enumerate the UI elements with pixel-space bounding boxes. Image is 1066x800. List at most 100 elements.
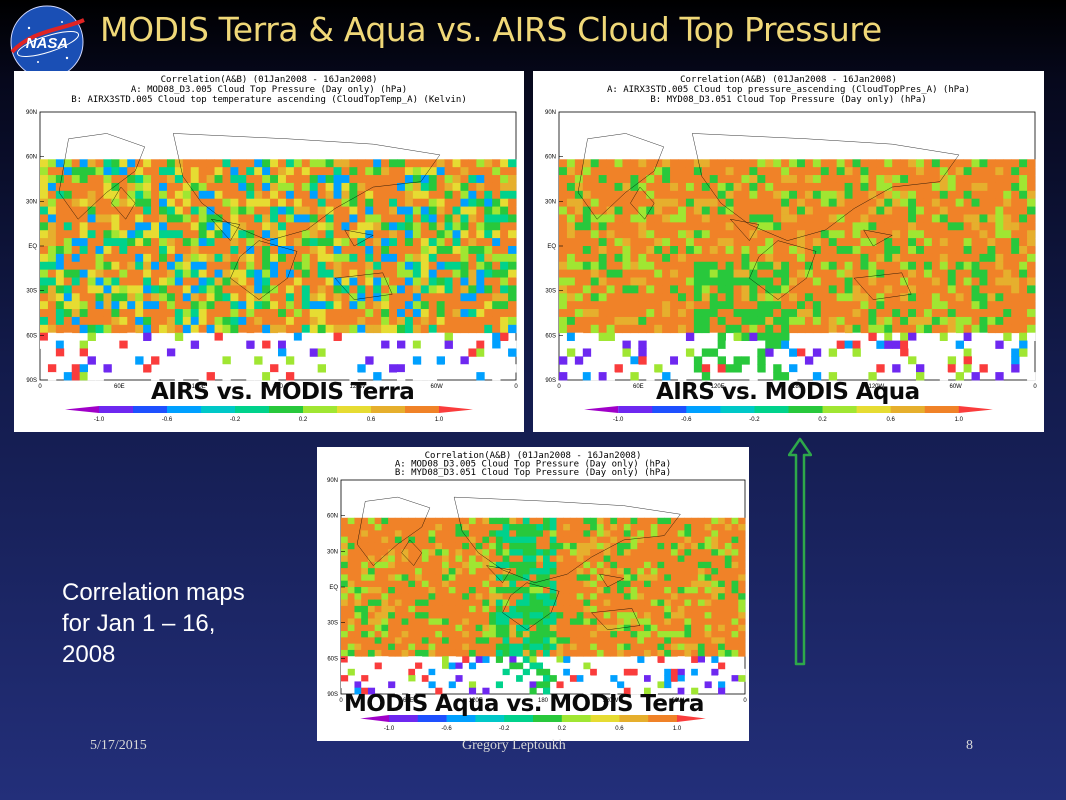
lat-label: 60S [545, 333, 556, 339]
colorbar-swatch [439, 406, 473, 413]
colorbar-label: 1.0 [955, 417, 964, 423]
colorbar-swatch [405, 406, 440, 413]
lon-label: 0 [557, 384, 561, 390]
correlation-note: Correlation maps for Jan 1 – 16, 2008 [62, 579, 245, 668]
nasa-logo-text: NASA [26, 35, 69, 52]
map-coastlines [578, 133, 959, 299]
lon-label: 120E [711, 384, 725, 390]
colorbar-swatch [924, 406, 960, 413]
lat-label: 90N [26, 110, 37, 116]
colorbar-swatch [533, 715, 563, 722]
colorbar-label: 0.2 [558, 726, 567, 732]
lon-label: 60E [114, 384, 125, 390]
colorbar-label: -0.6 [441, 726, 452, 732]
colorbar-swatch [754, 406, 789, 413]
lon-label: 60E [403, 698, 414, 704]
colorbar-label: 1.0 [435, 417, 444, 423]
lat-label: 60S [327, 656, 338, 662]
lon-label: 120E [192, 384, 206, 390]
colorbar-swatch [167, 406, 202, 413]
colorbar-swatch [65, 406, 99, 413]
map-panel-airs-vs-terra: Correlation(A&B) (01Jan2008 - 16Jan2008)… [14, 71, 524, 432]
map-title-line: B: MYD08_D3.051 Cloud Top Pressure (Day … [650, 95, 926, 105]
lat-label: 90N [545, 110, 556, 116]
colorbar-swatch [648, 715, 678, 722]
lat-label: 90S [545, 378, 556, 384]
colorbar-label: -0.6 [681, 417, 692, 423]
lon-label: 60W [430, 384, 443, 390]
colorbar-swatch [686, 406, 721, 413]
map-title-line: Correlation(A&B) (01Jan2008 - 16Jan2008) [425, 451, 642, 461]
footer-date: 5/17/2015 [90, 738, 147, 753]
lon-label: 0 [514, 384, 518, 390]
colorbar-swatch [958, 406, 993, 413]
colorbar-swatch [890, 406, 926, 413]
colorbar-label: -0.2 [749, 417, 760, 423]
lat-label: EQ [329, 585, 338, 591]
colorbar-label: -1.0 [613, 417, 624, 423]
colorbar-label: 0.2 [299, 417, 308, 423]
lon-label: 0 [743, 698, 747, 704]
footer-author: Gregory Leptoukh [462, 738, 566, 753]
colorbar-swatch [677, 715, 706, 722]
colorbar-swatch [133, 406, 168, 413]
map-coastlines [357, 497, 680, 630]
colorbar-swatch [584, 406, 619, 413]
colorbar-swatch [417, 715, 447, 722]
caption-airs-vs-terra: AIRS vs. MODIS Terra [151, 379, 415, 405]
lat-label: 30N [26, 199, 37, 205]
lon-label: 0 [38, 384, 42, 390]
slide-title: MODIS Terra & Aqua vs. AIRS Cloud Top Pr… [100, 10, 882, 49]
colorbar-label: 0.2 [818, 417, 827, 423]
colorbar-swatch [446, 715, 476, 722]
lat-label: 60N [26, 155, 37, 161]
lat-label: 30N [327, 549, 338, 555]
lat-label: 30S [26, 289, 37, 295]
lat-label: 90S [26, 378, 37, 384]
lat-label: 30S [545, 289, 556, 295]
colorbar-swatch [856, 406, 891, 413]
lat-label: 90S [327, 692, 338, 698]
map-title-line: Correlation(A&B) (01Jan2008 - 16Jan2008) [161, 75, 378, 85]
colorbar-label: -0.2 [499, 726, 510, 732]
colorbar-swatch [337, 406, 372, 413]
lon-label: 0 [339, 698, 343, 704]
caption-airs-vs-aqua: AIRS vs. MODIS Aqua [656, 379, 920, 405]
colorbar-label: 1.0 [673, 726, 682, 732]
colorbar-swatch [360, 715, 389, 722]
map-title-line: A: MOD08_D3.005 Cloud Top Pressure (Day … [395, 460, 671, 470]
colorbar-swatch [652, 406, 687, 413]
colorbar-label: -1.0 [384, 726, 395, 732]
lon-label: 60E [633, 384, 644, 390]
colorbar-swatch [788, 406, 823, 413]
lon-label: 180 [538, 698, 549, 704]
lon-label: 120W [602, 698, 618, 704]
map-figure: Correlation(A&B) (01Jan2008 - 16Jan2008)… [327, 451, 747, 732]
colorbar-label: 0.6 [367, 417, 376, 423]
colorbar-swatch [99, 406, 134, 413]
map-title-line: A: AIRX3STD.005 Cloud top pressure_ascen… [607, 85, 970, 95]
colorbar-swatch [235, 406, 270, 413]
lon-label: 120E [469, 698, 483, 704]
lon-label: 180 [273, 384, 284, 390]
map-panel-airs-vs-aqua: Correlation(A&B) (01Jan2008 - 16Jan2008)… [533, 71, 1044, 432]
colorbar-label: -0.2 [230, 417, 241, 423]
up-arrow-icon [788, 437, 812, 666]
colorbar-label: 0.6 [615, 726, 624, 732]
nasa-logo: NASA [10, 5, 85, 79]
lat-label: 30S [327, 621, 338, 627]
lon-label: 60W [671, 698, 684, 704]
colorbar-swatch [201, 406, 236, 413]
map-title-line: B: MYD08_D3.051 Cloud Top Pressure (Day … [395, 468, 671, 478]
lat-label: EQ [28, 244, 37, 250]
map-coastlines [59, 133, 440, 299]
colorbar-swatch [720, 406, 755, 413]
lat-label: 60N [545, 155, 556, 161]
colorbar-label: -0.6 [162, 417, 173, 423]
lon-label: 180 [792, 384, 803, 390]
lon-label: 120W [868, 384, 884, 390]
lat-label: 60N [327, 514, 338, 520]
map-title-line: B: AIRX3STD.005 Cloud top temperature as… [71, 95, 467, 105]
lat-label: EQ [547, 244, 556, 250]
map-figure: Correlation(A&B) (01Jan2008 - 16Jan2008)… [26, 75, 518, 423]
